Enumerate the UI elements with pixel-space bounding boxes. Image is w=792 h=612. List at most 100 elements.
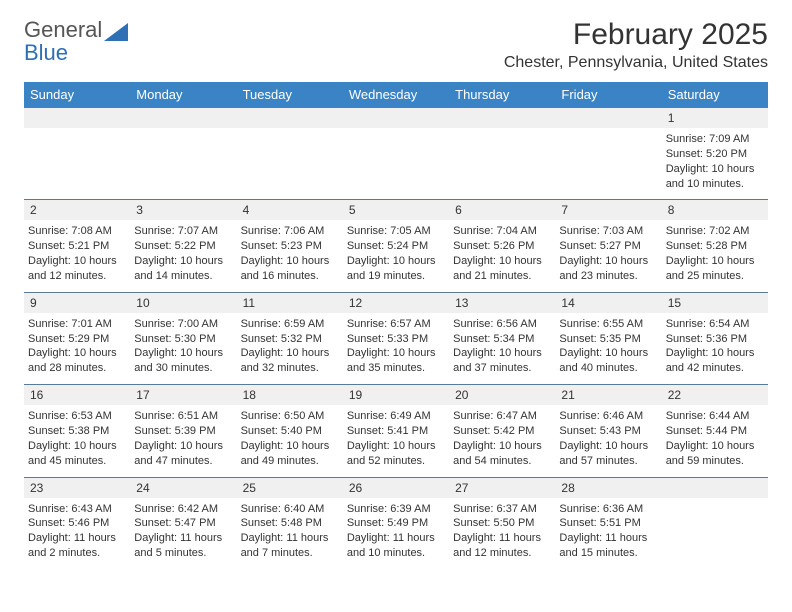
daylight-text: Daylight: 10 hours and 37 minutes. (453, 346, 551, 376)
day-number-cell: 10 (130, 292, 236, 313)
sunset-text: Sunset: 5:23 PM (241, 239, 339, 254)
day-number-cell: 21 (555, 385, 661, 406)
day-number-cell: 4 (237, 200, 343, 221)
day-cell: Sunrise: 6:39 AMSunset: 5:49 PMDaylight:… (343, 498, 449, 569)
day-header: Sunday (24, 82, 130, 108)
daylight-text: Daylight: 10 hours and 57 minutes. (559, 439, 657, 469)
day-cell: Sunrise: 6:54 AMSunset: 5:36 PMDaylight:… (662, 313, 768, 385)
location-text: Chester, Pennsylvania, United States (504, 54, 768, 72)
daylight-text: Daylight: 10 hours and 10 minutes. (666, 162, 764, 192)
sunrise-text: Sunrise: 6:57 AM (347, 317, 445, 332)
day-cell: Sunrise: 6:43 AMSunset: 5:46 PMDaylight:… (24, 498, 130, 569)
day-number-cell: 25 (237, 477, 343, 498)
daylight-text: Daylight: 10 hours and 21 minutes. (453, 254, 551, 284)
day-number-cell: 1 (662, 108, 768, 129)
day-cell: Sunrise: 7:07 AMSunset: 5:22 PMDaylight:… (130, 220, 236, 292)
day-cell (343, 128, 449, 200)
brand-logo: General Blue (24, 18, 128, 64)
sunset-text: Sunset: 5:50 PM (453, 516, 551, 531)
sunrise-text: Sunrise: 6:37 AM (453, 502, 551, 517)
day-header: Tuesday (237, 82, 343, 108)
day-cell: Sunrise: 6:55 AMSunset: 5:35 PMDaylight:… (555, 313, 661, 385)
day-content-row: Sunrise: 7:09 AMSunset: 5:20 PMDaylight:… (24, 128, 768, 200)
sunset-text: Sunset: 5:47 PM (134, 516, 232, 531)
sunset-text: Sunset: 5:39 PM (134, 424, 232, 439)
day-header: Monday (130, 82, 236, 108)
daylight-text: Daylight: 10 hours and 59 minutes. (666, 439, 764, 469)
day-cell: Sunrise: 6:36 AMSunset: 5:51 PMDaylight:… (555, 498, 661, 569)
daynum-row: 9101112131415 (24, 292, 768, 313)
sunrise-text: Sunrise: 6:54 AM (666, 317, 764, 332)
sunset-text: Sunset: 5:28 PM (666, 239, 764, 254)
day-header: Saturday (662, 82, 768, 108)
daylight-text: Daylight: 11 hours and 10 minutes. (347, 531, 445, 561)
month-title: February 2025 (504, 18, 768, 52)
daylight-text: Daylight: 10 hours and 42 minutes. (666, 346, 764, 376)
day-header-row: Sunday Monday Tuesday Wednesday Thursday… (24, 82, 768, 108)
day-header: Wednesday (343, 82, 449, 108)
day-cell: Sunrise: 7:03 AMSunset: 5:27 PMDaylight:… (555, 220, 661, 292)
day-number-cell (343, 108, 449, 129)
day-number-cell: 12 (343, 292, 449, 313)
daylight-text: Daylight: 10 hours and 23 minutes. (559, 254, 657, 284)
sunset-text: Sunset: 5:21 PM (28, 239, 126, 254)
daylight-text: Daylight: 10 hours and 16 minutes. (241, 254, 339, 284)
sunset-text: Sunset: 5:20 PM (666, 147, 764, 162)
day-cell: Sunrise: 7:04 AMSunset: 5:26 PMDaylight:… (449, 220, 555, 292)
sunset-text: Sunset: 5:36 PM (666, 332, 764, 347)
sunset-text: Sunset: 5:38 PM (28, 424, 126, 439)
day-content-row: Sunrise: 7:08 AMSunset: 5:21 PM Daylight:… (24, 220, 768, 292)
brand-line2: Blue (24, 41, 102, 64)
daylight-text: Daylight: 11 hours and 5 minutes. (134, 531, 232, 561)
sunrise-text: Sunrise: 7:06 AM (241, 224, 339, 239)
daynum-row: 16171819202122 (24, 385, 768, 406)
sunrise-text: Sunrise: 7:08 AM (28, 224, 126, 239)
day-cell (449, 128, 555, 200)
sunset-text: Sunset: 5:44 PM (666, 424, 764, 439)
day-cell: Sunrise: 6:57 AMSunset: 5:33 PMDaylight:… (343, 313, 449, 385)
sunrise-text: Sunrise: 6:56 AM (453, 317, 551, 332)
day-cell: Sunrise: 7:06 AMSunset: 5:23 PMDaylight:… (237, 220, 343, 292)
day-number-cell: 24 (130, 477, 236, 498)
daylight-text: Daylight: 10 hours and 52 minutes. (347, 439, 445, 469)
sunset-text: Sunset: 5:46 PM (28, 516, 126, 531)
daylight-text: Daylight: 10 hours and 19 minutes. (347, 254, 445, 284)
daylight-text: Daylight: 11 hours and 12 minutes. (453, 531, 551, 561)
day-cell: Sunrise: 6:46 AMSunset: 5:43 PMDaylight:… (555, 405, 661, 477)
day-cell: Sunrise: 6:47 AMSunset: 5:42 PMDaylight:… (449, 405, 555, 477)
day-cell (662, 498, 768, 569)
sunset-text: Sunset: 5:22 PM (134, 239, 232, 254)
day-cell: Sunrise: 7:05 AMSunset: 5:24 PMDaylight:… (343, 220, 449, 292)
day-number-cell: 19 (343, 385, 449, 406)
sunrise-text: Sunrise: 6:36 AM (559, 502, 657, 517)
day-number-cell: 16 (24, 385, 130, 406)
day-cell: Sunrise: 6:49 AMSunset: 5:41 PMDaylight:… (343, 405, 449, 477)
day-cell: Sunrise: 7:00 AMSunset: 5:30 PMDaylight:… (130, 313, 236, 385)
day-number-cell: 6 (449, 200, 555, 221)
sunset-text: Sunset: 5:42 PM (453, 424, 551, 439)
sunset-text: Sunset: 5:24 PM (347, 239, 445, 254)
daylight-text: Daylight: 10 hours and 49 minutes. (241, 439, 339, 469)
daylight-text: Daylight: 11 hours and 7 minutes. (241, 531, 339, 561)
sunrise-text: Sunrise: 6:42 AM (134, 502, 232, 517)
sunrise-text: Sunrise: 6:39 AM (347, 502, 445, 517)
day-number-cell: 20 (449, 385, 555, 406)
sunset-text: Sunset: 5:32 PM (241, 332, 339, 347)
daynum-row: 1 (24, 108, 768, 129)
day-number-cell: 18 (237, 385, 343, 406)
day-number-cell (24, 108, 130, 129)
day-cell: Sunrise: 7:01 AMSunset: 5:29 PMDaylight:… (24, 313, 130, 385)
sunrise-text: Sunrise: 6:46 AM (559, 409, 657, 424)
day-number-cell: 5 (343, 200, 449, 221)
sunrise-text: Sunrise: 6:49 AM (347, 409, 445, 424)
sunset-text: Sunset: 5:51 PM (559, 516, 657, 531)
sunset-text: Sunset: 5:30 PM (134, 332, 232, 347)
day-header: Thursday (449, 82, 555, 108)
day-number-cell: 15 (662, 292, 768, 313)
daynum-row: 2345678 (24, 200, 768, 221)
day-content-row: Sunrise: 6:43 AMSunset: 5:46 PMDaylight:… (24, 498, 768, 569)
daylight-text: Daylight: 10 hours and 32 minutes. (241, 346, 339, 376)
daylight-text: Daylight: 10 hours and 54 minutes. (453, 439, 551, 469)
sunrise-text: Sunrise: 7:09 AM (666, 132, 764, 147)
sunrise-text: Sunrise: 6:55 AM (559, 317, 657, 332)
